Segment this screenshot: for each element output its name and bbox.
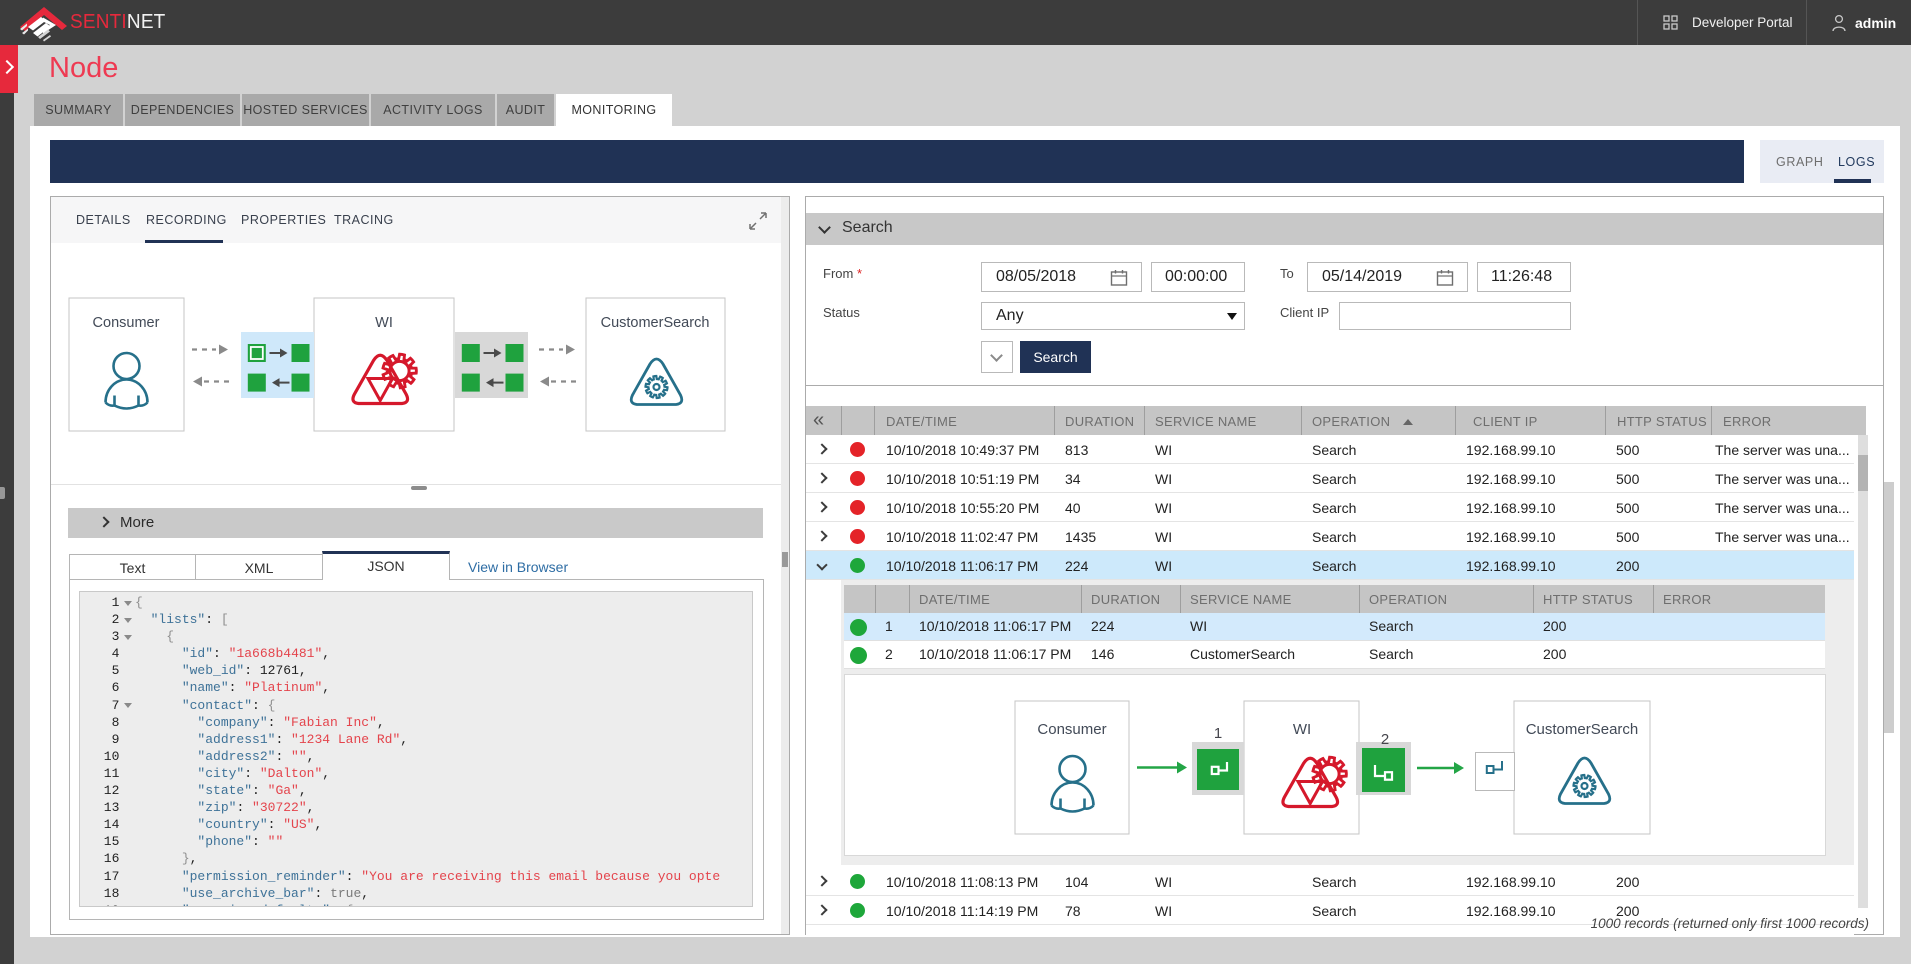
svg-text:2: 2 — [1381, 731, 1389, 748]
svg-text:Consumer: Consumer — [1037, 721, 1106, 738]
svg-text:CustomerSearch: CustomerSearch — [1526, 721, 1639, 738]
svg-text:Consumer: Consumer — [93, 315, 160, 331]
svg-text:WI: WI — [1293, 721, 1311, 738]
svg-text:1: 1 — [1214, 725, 1222, 742]
svg-text:WI: WI — [375, 315, 393, 331]
svg-text:CustomerSearch: CustomerSearch — [601, 315, 710, 331]
